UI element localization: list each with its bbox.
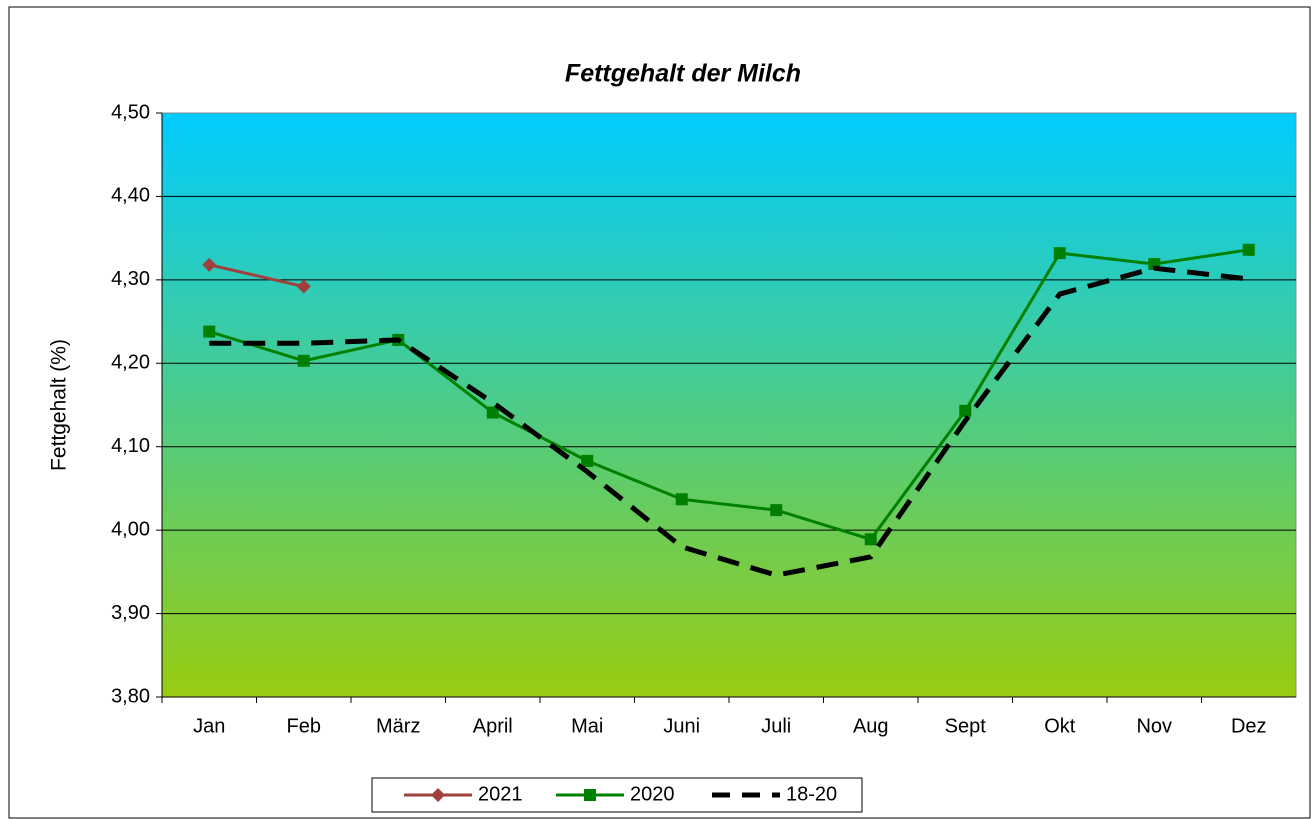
x-tick-label: Dez [1231, 715, 1267, 737]
data-point [202, 257, 217, 272]
data-point [864, 533, 877, 546]
x-tick-label: Mai [571, 715, 603, 737]
x-tick-label: Jan [193, 715, 225, 737]
y-axis-label: Fettgehalt (%) [48, 339, 71, 471]
data-point [296, 279, 311, 294]
data-point [675, 493, 688, 506]
data-point [203, 325, 216, 338]
plot-area [161, 112, 1297, 698]
y-tick-label: 4,10 [111, 435, 150, 457]
x-tick-label: März [376, 715, 420, 737]
y-tick-label: 4,50 [111, 101, 150, 123]
y-tick-label: 4,00 [111, 518, 150, 540]
x-tick-label: Juli [761, 715, 791, 737]
data-point [770, 504, 783, 517]
x-tick-label: Sept [945, 715, 987, 737]
legend-label: 2020 [630, 783, 675, 805]
series-line [208, 248, 1249, 542]
x-tick-label: Aug [853, 715, 889, 737]
x-tick-label: April [473, 715, 513, 737]
data-point [486, 406, 499, 419]
y-tick-label: 3,80 [111, 685, 150, 707]
legend-label: 2021 [478, 783, 523, 805]
x-tick-label: Nov [1136, 715, 1172, 737]
y-tick-label: 4,20 [111, 352, 150, 374]
data-point [1242, 243, 1255, 256]
legend-label: 18-20 [786, 783, 837, 805]
y-tick-label: 3,90 [111, 602, 150, 624]
chart-title: Fettgehalt der Milch [565, 60, 801, 88]
legend-marker [584, 789, 596, 801]
data-point [297, 354, 310, 367]
data-point [1053, 247, 1066, 260]
x-tick-label: Okt [1044, 715, 1076, 737]
y-tick-label: 4,30 [111, 268, 150, 290]
x-tick-label: Juni [663, 715, 700, 737]
series-line [209, 265, 1250, 578]
data-point [581, 454, 594, 467]
y-tick-label: 4,40 [111, 185, 150, 207]
data-point [959, 404, 972, 417]
series-line [208, 263, 305, 288]
legend-marker [431, 788, 445, 802]
x-tick-label: Feb [287, 715, 321, 737]
